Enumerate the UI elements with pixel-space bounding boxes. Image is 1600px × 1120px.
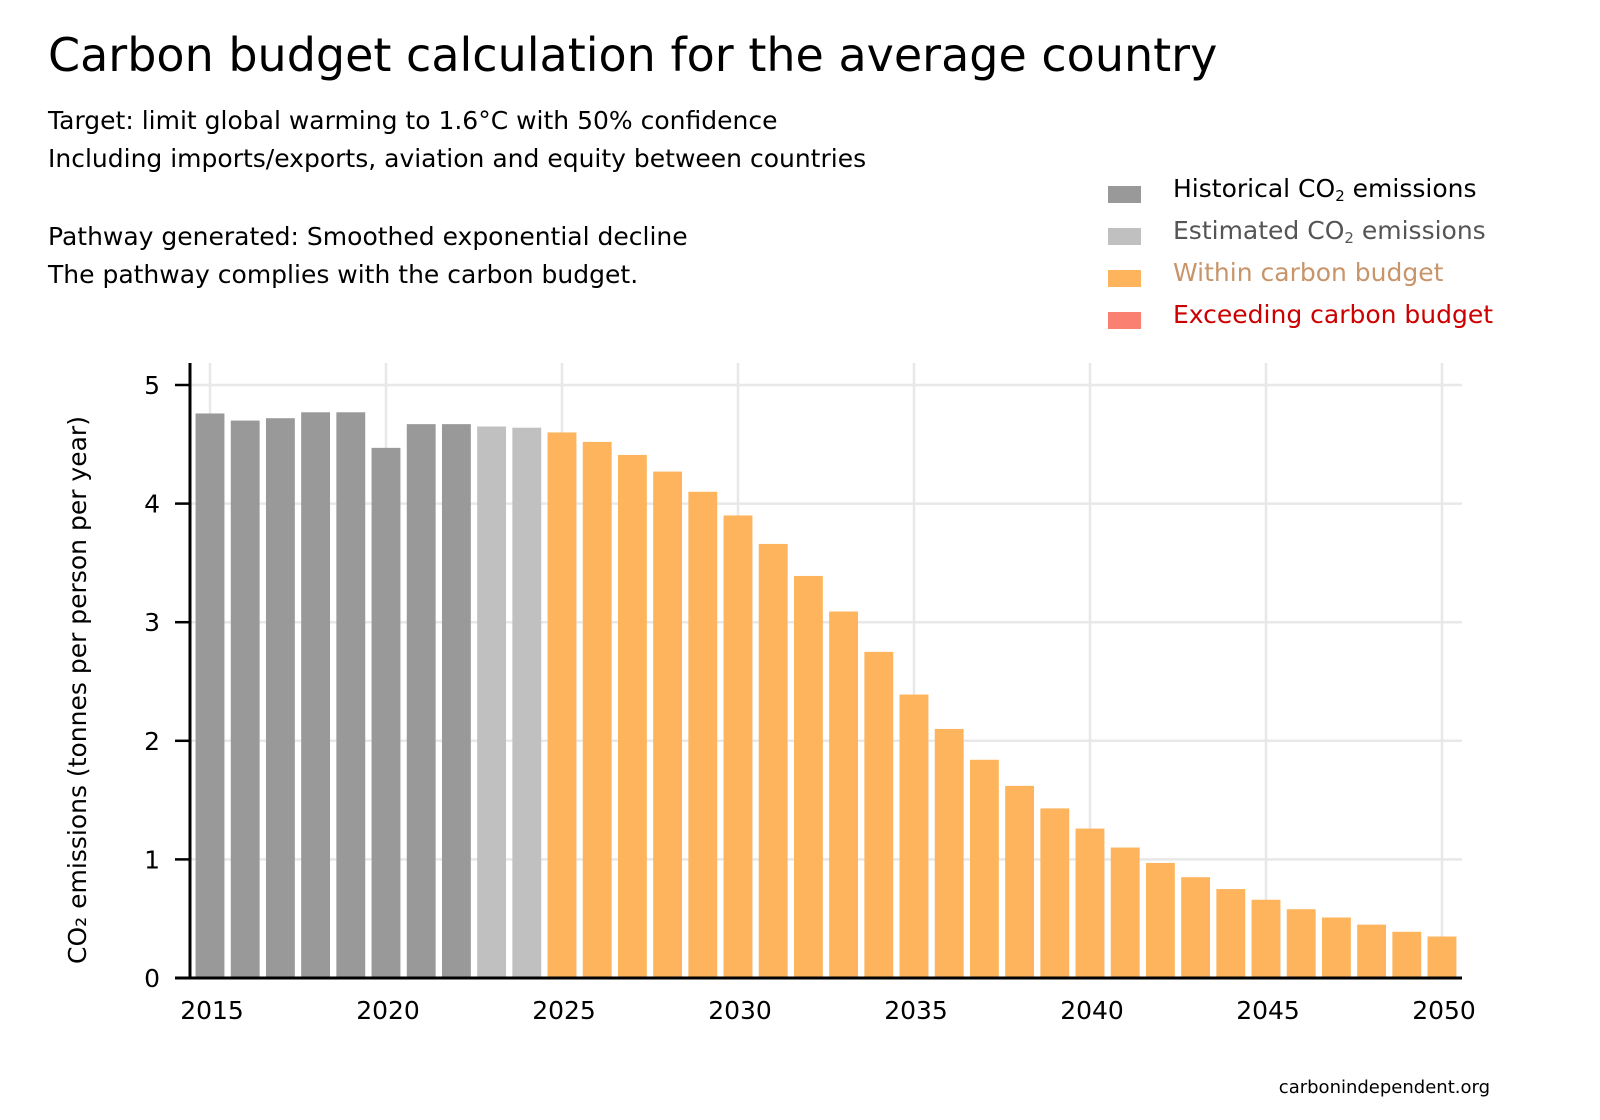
pathway-line: Pathway generated: Smoothed exponential … [48,222,688,251]
compliance-line: The pathway complies with the carbon bud… [48,260,639,289]
bar-2034 [864,651,894,978]
bar-2030 [723,515,753,978]
legend-label-exceeding: Exceeding carbon budget [1173,300,1494,329]
bar-2049 [1392,931,1422,978]
bar-2047 [1321,917,1351,978]
x-tick-label-2020: 2020 [356,996,420,1025]
bar-2027 [617,454,647,978]
bar-2044 [1216,889,1246,978]
x-tick-label-2050: 2050 [1412,996,1476,1025]
x-tick-label-2035: 2035 [884,996,948,1025]
bar-2050 [1427,936,1457,978]
legend-label-within: Within carbon budget [1173,258,1444,287]
bar-2035 [899,694,929,978]
bar-2020 [371,447,401,978]
legend-label-historical: Historical CO2 emissions [1173,174,1477,205]
legend-swatch-exceeding [1108,312,1141,329]
y-tick-label-4: 4 [144,490,160,519]
bar-2048 [1357,924,1387,978]
legend-label-estimated: Estimated CO2 emissions [1173,216,1486,247]
bar-2043 [1181,877,1211,978]
x-tick-label-2015: 2015 [180,996,244,1025]
tick-labels: 0 1 2 3 4 5 2015 2020 2025 2030 2035 2040 2045 2050 [144,371,1476,1025]
y-tick-label-0: 0 [144,964,160,993]
source-credit: carbonindependent.org [1278,1077,1490,1098]
bar-2029 [688,491,718,978]
bar-2046 [1286,909,1316,978]
bar-2039 [1040,808,1070,978]
bar-2037 [969,759,999,978]
bar-2028 [653,471,683,978]
y-tick-label-2: 2 [144,727,160,756]
y-tick-label-1: 1 [144,845,160,874]
bar-2033 [829,611,859,978]
axes [175,363,1462,980]
bar-2024 [512,427,542,978]
bar-2015 [195,413,225,978]
y-axis-label: CO₂ emissions (tonnes per person per yea… [63,416,92,964]
bar-2018 [301,412,331,978]
x-tick-label-2045: 2045 [1236,996,1300,1025]
bar-2016 [230,420,260,979]
x-tick-label-2025: 2025 [532,996,596,1025]
bar-2042 [1145,862,1175,978]
bar-series [195,412,1457,979]
chart-title: Carbon budget calculation for the averag… [48,28,1218,82]
bar-2031 [758,543,788,978]
x-tick-label-2030: 2030 [708,996,772,1025]
bar-2022 [441,424,471,978]
bar-2036 [934,728,964,978]
y-tick-label-5: 5 [144,371,160,400]
bar-2038 [1005,785,1035,978]
bar-2040 [1075,828,1105,978]
y-tick-label-3: 3 [144,608,160,637]
x-tick-label-2040: 2040 [1060,996,1124,1025]
bar-2025 [547,432,577,978]
bar-2041 [1110,847,1140,978]
bar-2021 [406,424,436,978]
bar-2032 [793,575,823,978]
legend-swatch-within [1108,270,1141,287]
bar-2026 [582,441,612,979]
bar-2045 [1251,899,1281,978]
legend-swatch-historical [1108,186,1141,203]
bar-2017 [265,418,295,978]
bar-2019 [336,412,366,978]
legend-swatch-estimated [1108,228,1141,245]
scope-subtitle: Including imports/exports, aviation and … [48,144,867,173]
target-subtitle: Target: limit global warming to 1.6°C wi… [48,106,778,135]
bar-2023 [477,426,507,978]
